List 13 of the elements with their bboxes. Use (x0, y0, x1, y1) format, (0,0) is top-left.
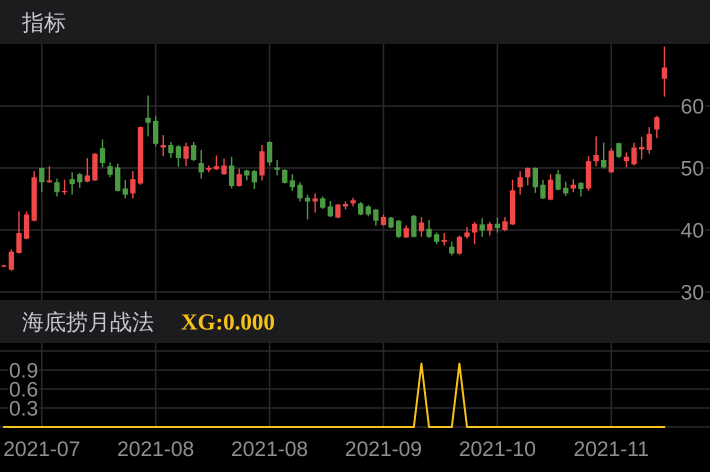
x-tick-label: 2021-07 (3, 438, 80, 461)
y-tick-label: 30 (680, 282, 704, 305)
x-tick-label: 2021-09 (344, 438, 422, 461)
y-tick-label: 60 (680, 96, 704, 119)
text: XG:0.000 (181, 310, 275, 334)
x-tick-label: 2021-08 (117, 438, 194, 461)
chart-title: 指标 (21, 10, 66, 35)
chart-title: 海底捞月战法 (22, 310, 154, 334)
y-tick-label: 40 (680, 220, 704, 243)
y-tick-label: 50 (680, 158, 704, 181)
x-tick-label: 2021-11 (574, 438, 650, 461)
x-tick-label: 2021-08 (231, 438, 308, 461)
x-tick-label: 2021-10 (458, 438, 536, 461)
